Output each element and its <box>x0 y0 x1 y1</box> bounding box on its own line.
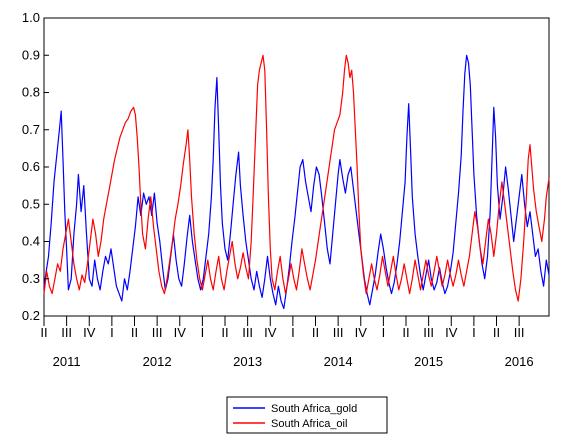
x-quarter-label: II <box>221 325 228 340</box>
legend: South Africa_gold South Africa_oil <box>226 396 388 434</box>
x-quarter-label: II <box>493 325 500 340</box>
x-quarter-label: IV <box>83 325 96 340</box>
x-quarter-label: I <box>382 325 386 340</box>
x-year-label: 2015 <box>414 354 443 369</box>
x-year-label: 2013 <box>233 354 262 369</box>
legend-label: South Africa_oil <box>271 418 347 430</box>
y-tick-label: 0.2 <box>22 308 40 323</box>
legend-box <box>226 396 388 434</box>
x-quarter-label: III <box>514 325 525 340</box>
y-tick-label: 0.9 <box>22 47 40 62</box>
x-quarter-label: II <box>402 325 409 340</box>
x-quarter-label: I <box>291 325 295 340</box>
x-year-label: 2014 <box>324 354 353 369</box>
x-quarter-label: I <box>472 325 476 340</box>
x-quarter-label: II <box>131 325 138 340</box>
x-year-label: 2016 <box>505 354 534 369</box>
axes: 0.20.30.40.50.60.70.80.91.0II III IV I II III… <box>22 10 534 369</box>
y-tick-label: 0.8 <box>22 85 40 100</box>
x-quarter-label: I <box>201 325 205 340</box>
x-quarter-label: III <box>152 325 163 340</box>
x-quarter-label: II <box>40 325 47 340</box>
x-quarter-label: IV <box>264 325 277 340</box>
x-quarter-label: II <box>312 325 319 340</box>
x-quarter-label: IV <box>445 325 458 340</box>
y-tick-label: 0.4 <box>22 234 40 249</box>
y-tick-label: 0.5 <box>22 196 40 211</box>
x-year-label: 2012 <box>143 354 172 369</box>
x-quarter-label: III <box>61 325 72 340</box>
x-quarter-label: IV <box>355 325 368 340</box>
x-year-label: 2011 <box>53 354 81 369</box>
y-tick-label: 1.0 <box>22 10 40 25</box>
y-tick-label: 0.7 <box>22 122 40 137</box>
x-quarter-label: III <box>333 325 344 340</box>
y-tick-label: 0.6 <box>22 159 40 174</box>
x-quarter-label: I <box>110 325 114 340</box>
x-quarter-label: III <box>242 325 253 340</box>
series-layer <box>43 54 550 310</box>
y-tick-label: 0.3 <box>22 271 40 286</box>
series-line-0 <box>43 54 550 310</box>
legend-label: South Africa_gold <box>271 403 357 415</box>
x-quarter-label: III <box>423 325 434 340</box>
series-line-1 <box>43 54 550 302</box>
x-quarter-label: IV <box>174 325 187 340</box>
